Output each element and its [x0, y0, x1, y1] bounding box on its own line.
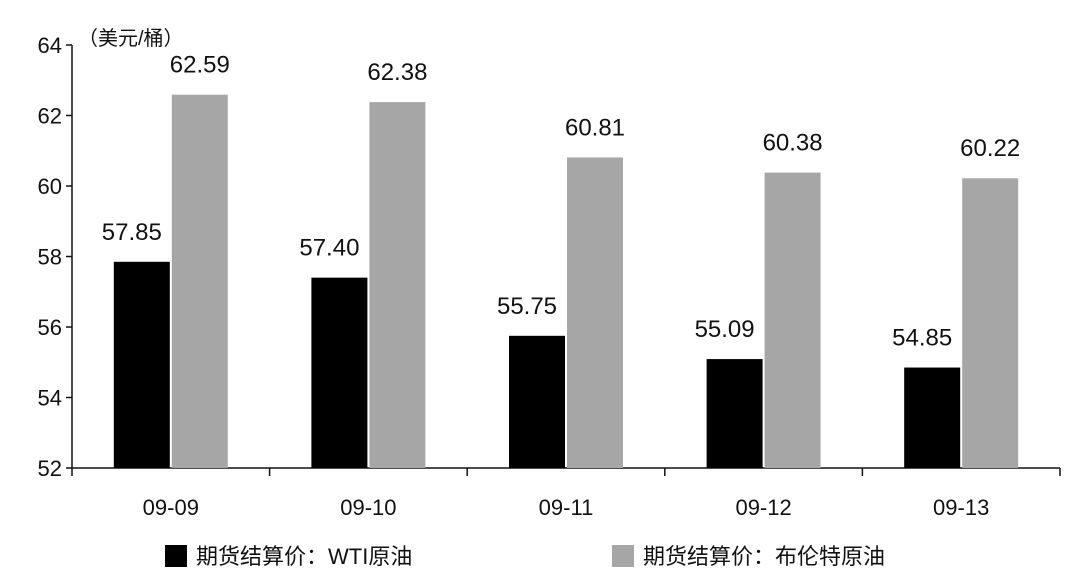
data-label: 57.40	[299, 235, 359, 262]
bar-series-2	[567, 157, 623, 468]
bar-series-1	[904, 367, 961, 468]
y-axis-unit-label: （美元/桶）	[78, 27, 184, 50]
x-category-label: 09-11	[539, 495, 594, 520]
y-tick-label: 62	[38, 104, 62, 129]
y-tick-label: 64	[38, 33, 62, 58]
data-label: 60.81	[565, 114, 625, 141]
y-tick-label: 58	[38, 245, 62, 270]
x-category-label: 09-12	[735, 495, 791, 520]
x-axis: 09-09 09-10 09-11 09-12 09-13	[71, 467, 1061, 520]
legend: 期货结算价：WTI原油 期货结算价：布伦特原油	[165, 544, 885, 569]
legend-swatch-series-2	[612, 545, 634, 567]
bar-series-1	[509, 335, 565, 468]
x-category-label: 09-10	[340, 495, 396, 520]
data-label: 54.85	[892, 325, 952, 352]
bars	[113, 94, 1019, 469]
y-tick-label: 52	[38, 456, 62, 481]
bar-series-1	[311, 277, 368, 468]
x-category-label: 09-09	[143, 495, 199, 520]
legend-label-series-2: 期货结算价：布伦特原油	[643, 544, 885, 569]
bar-series-1	[706, 359, 763, 468]
data-label: 60.22	[960, 135, 1020, 162]
bar-series-2	[962, 178, 1019, 468]
y-axis: 52 54 56 58 60 62 64	[38, 33, 73, 481]
legend-label-series-1: 期货结算价：WTI原油	[196, 544, 412, 569]
bar-series-2	[369, 102, 426, 468]
bar-series-1	[113, 261, 170, 468]
legend-swatch-series-1	[165, 545, 187, 567]
x-category-label: 09-13	[933, 495, 989, 520]
bar-series-2	[764, 172, 821, 469]
data-label: 62.38	[367, 59, 427, 86]
data-label: 55.09	[695, 316, 755, 343]
bar-series-2	[171, 94, 228, 468]
y-tick-label: 60	[38, 174, 62, 199]
data-label: 55.75	[497, 293, 557, 320]
data-labels: 57.85 57.40 55.75 55.09 54.85 62.59 62.38 60.81…	[102, 52, 1020, 352]
data-label: 60.38	[763, 130, 823, 157]
y-tick-label: 56	[38, 315, 62, 340]
y-tick-label: 54	[38, 386, 62, 411]
data-label: 62.59	[170, 52, 230, 79]
data-label: 57.85	[102, 219, 162, 246]
